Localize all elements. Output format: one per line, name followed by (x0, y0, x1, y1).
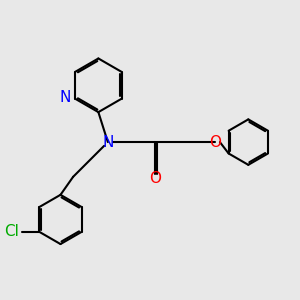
Text: O: O (209, 135, 221, 150)
Text: O: O (149, 171, 161, 186)
Text: N: N (102, 135, 113, 150)
Text: Cl: Cl (4, 224, 19, 239)
Text: N: N (60, 90, 71, 105)
